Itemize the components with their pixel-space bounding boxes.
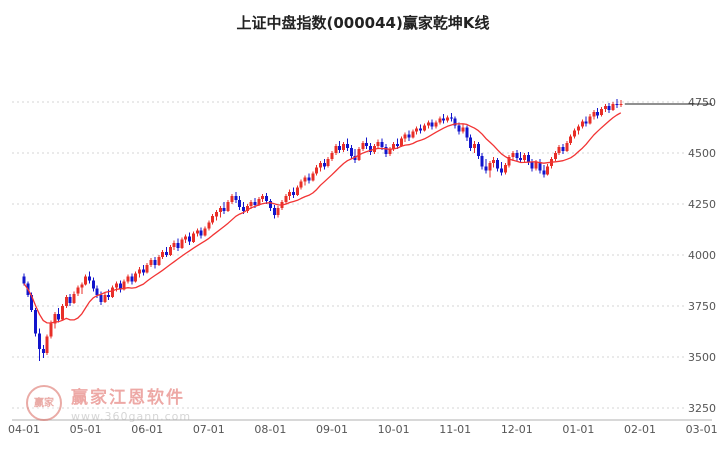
x-axis-label: 04-01 [8,423,40,436]
x-axis-labels: 04-01 05-01 06-01 07-01 08-01 09-01 10-01 11-01… [8,423,718,436]
grid [12,101,684,409]
x-axis-label: 03-01 [686,423,718,436]
x-axis-label: 11-01 [439,423,471,436]
y-axis-label: 3250 [688,402,716,415]
y-axis-label: 3750 [688,300,716,313]
x-axis-label: 10-01 [378,423,410,436]
x-axis-label: 01-01 [562,423,594,436]
x-axis-label: 06-01 [131,423,163,436]
x-axis-label: 08-01 [254,423,286,436]
ma-line [23,112,622,324]
y-axis-label: 4000 [688,249,716,262]
y-axis-label: 4500 [688,147,716,160]
x-axis-label: 02-01 [624,423,656,436]
y-axis-labels: 3250 3500 3750 4000 4250 4500 4750 [688,96,716,415]
x-axis-label: 07-01 [193,423,225,436]
y-axis-label: 4750 [688,96,716,109]
y-axis-label: 3500 [688,351,716,364]
x-axis-label: 09-01 [316,423,348,436]
x-axis-label: 12-01 [501,423,533,436]
chart-title: 上证中盘指数(000044)赢家乾坤K线 [236,14,490,32]
x-axis-label: 05-01 [70,423,102,436]
y-axis-label: 4250 [688,198,716,211]
candlestick-series [22,98,623,362]
